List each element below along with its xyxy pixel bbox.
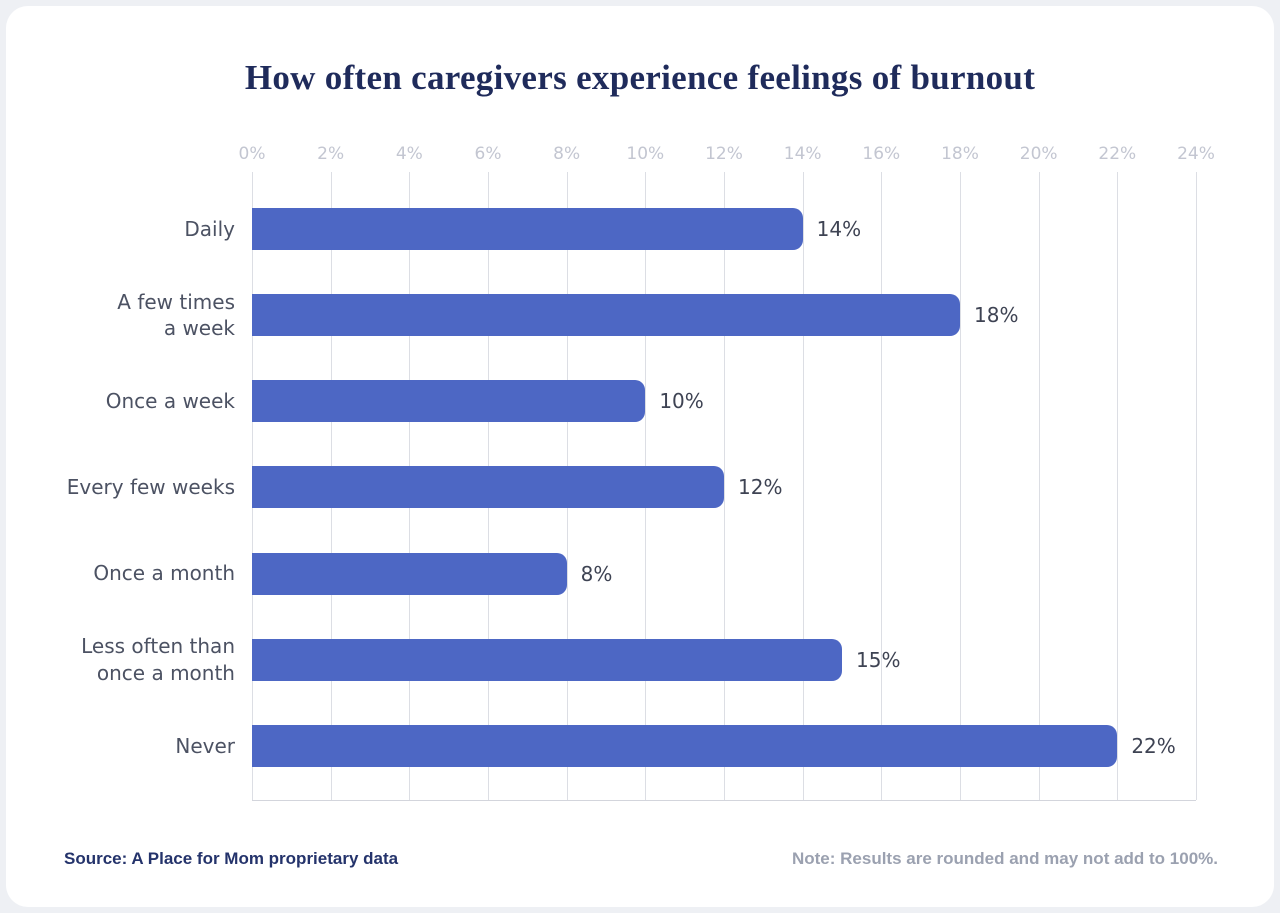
gridline [1117, 172, 1119, 800]
bar-value-label: 15% [856, 647, 901, 672]
category-label: Daily [184, 216, 235, 241]
chart-row: A few times a week 18% [6, 272, 1196, 358]
gridline [724, 172, 725, 800]
bar [252, 724, 1118, 767]
gridline [1196, 172, 1197, 800]
axis-tick-label: 20% [1019, 144, 1058, 164]
chart-row: Once a week 10% [6, 358, 1196, 444]
source-text: Source: A Place for Mom proprietary data [64, 849, 399, 868]
bar-value-label: 14% [816, 217, 862, 242]
bar [252, 552, 567, 595]
axis-tick-label: 0% [238, 144, 266, 164]
bar-value-label: 18% [974, 303, 1019, 328]
bar [252, 294, 960, 337]
axis-tick-label: 4% [395, 144, 423, 164]
axis-tick-label: 24% [1177, 144, 1215, 164]
bar [252, 208, 803, 251]
axis-tick-label: 6% [474, 144, 502, 164]
bar-track: 12% [252, 444, 1196, 530]
chart-row: Once a month 8% [6, 531, 1196, 617]
chart-title: How often caregivers experience feelings… [244, 58, 1036, 97]
bar-rows: Daily 14% A few times a week 18% Once a week… [6, 172, 1196, 800]
axis-tick-label: 12% [705, 144, 743, 164]
bar-value-label: 8% [580, 561, 613, 586]
bar-track: 15% [252, 617, 1196, 703]
chart-card: How often caregivers experience feelings… [6, 6, 1274, 907]
chart-row: Daily 14% [6, 186, 1196, 272]
axis-tick-label: 22% [1098, 144, 1137, 164]
bar-track: 22% [252, 703, 1196, 789]
bar-track: 14% [252, 186, 1196, 272]
bar-value-label: 12% [738, 475, 783, 500]
gridline [960, 172, 961, 800]
chart-row: Every few weeks 12% [6, 444, 1196, 530]
bar [252, 466, 724, 509]
bar-value-label: 22% [1131, 733, 1176, 758]
category-label: Less often than once a month [81, 634, 235, 685]
category-label: Every few weeks [66, 475, 235, 500]
axis-tick-label: 2% [317, 144, 345, 164]
bar [252, 380, 646, 423]
note-text: Note: Results are rounded and may not ad… [791, 849, 1218, 868]
chart-row: Never 22% [6, 703, 1196, 789]
category-label: Once a week [105, 389, 235, 414]
bar [252, 638, 842, 681]
gridline [881, 172, 883, 800]
axis-tick-label: 8% [553, 144, 581, 164]
x-axis-ticks: 0% 2% 4% 6% 8% 10% 12% 14% 16% 18% 20% 22% 24% [239, 144, 1215, 168]
bar-value-label: 10% [659, 389, 704, 414]
axis-tick-label: 14% [783, 144, 822, 164]
bar-track: 8% [252, 531, 1196, 617]
category-label: Once a month [93, 561, 235, 586]
category-label: A few times a week [117, 289, 235, 341]
gridline [1038, 172, 1040, 800]
gridline [802, 172, 804, 800]
axis-tick-label: 18% [941, 144, 979, 164]
chart-row: Less often than once a month 15% [6, 617, 1196, 703]
bar-track: 18% [252, 272, 1196, 358]
bar-track: 10% [252, 358, 1196, 444]
category-label: Never [175, 733, 235, 758]
axis-tick-label: 10% [626, 144, 665, 164]
axis-tick-label: 16% [862, 144, 901, 164]
